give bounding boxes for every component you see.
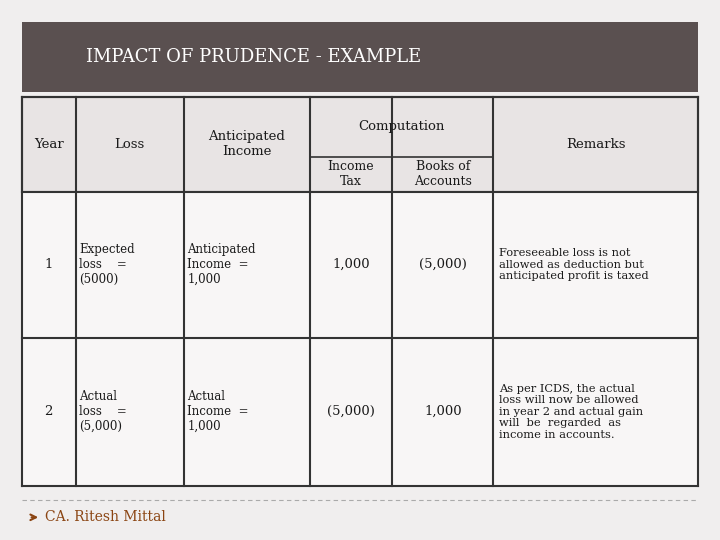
Text: Foreseeable loss is not
allowed as deduction but
anticipated profit is taxed: Foreseeable loss is not allowed as deduc… <box>499 248 649 281</box>
FancyBboxPatch shape <box>22 338 698 486</box>
FancyBboxPatch shape <box>22 22 698 92</box>
Text: Books of
Accounts: Books of Accounts <box>414 160 472 188</box>
Text: IMPACT OF PRUDENCE - EXAMPLE: IMPACT OF PRUDENCE - EXAMPLE <box>86 48 422 66</box>
Text: CA. Ritesh Mittal: CA. Ritesh Mittal <box>45 510 166 524</box>
FancyBboxPatch shape <box>22 97 698 192</box>
Text: 2: 2 <box>45 405 53 418</box>
Text: Anticipated
Income  =
1,000: Anticipated Income = 1,000 <box>187 243 256 286</box>
Text: Remarks: Remarks <box>566 138 626 151</box>
Text: Computation: Computation <box>359 120 444 133</box>
FancyBboxPatch shape <box>22 192 698 338</box>
Text: As per ICDS, the actual
loss will now be allowed
in year 2 and actual gain
will : As per ICDS, the actual loss will now be… <box>499 383 643 440</box>
Text: 1: 1 <box>45 258 53 271</box>
Text: Actual
loss    =
(5,000): Actual loss = (5,000) <box>79 390 127 433</box>
Text: (5,000): (5,000) <box>327 405 375 418</box>
Text: Actual
Income  =
1,000: Actual Income = 1,000 <box>187 390 248 433</box>
Text: 1,000: 1,000 <box>332 258 370 271</box>
Text: Loss: Loss <box>114 138 145 151</box>
Text: Expected
loss    =
(5000): Expected loss = (5000) <box>79 243 135 286</box>
Text: Income
Tax: Income Tax <box>328 160 374 188</box>
Text: Year: Year <box>34 138 63 151</box>
Text: (5,000): (5,000) <box>419 258 467 271</box>
Text: 1,000: 1,000 <box>424 405 462 418</box>
Text: Anticipated
Income: Anticipated Income <box>208 131 285 158</box>
